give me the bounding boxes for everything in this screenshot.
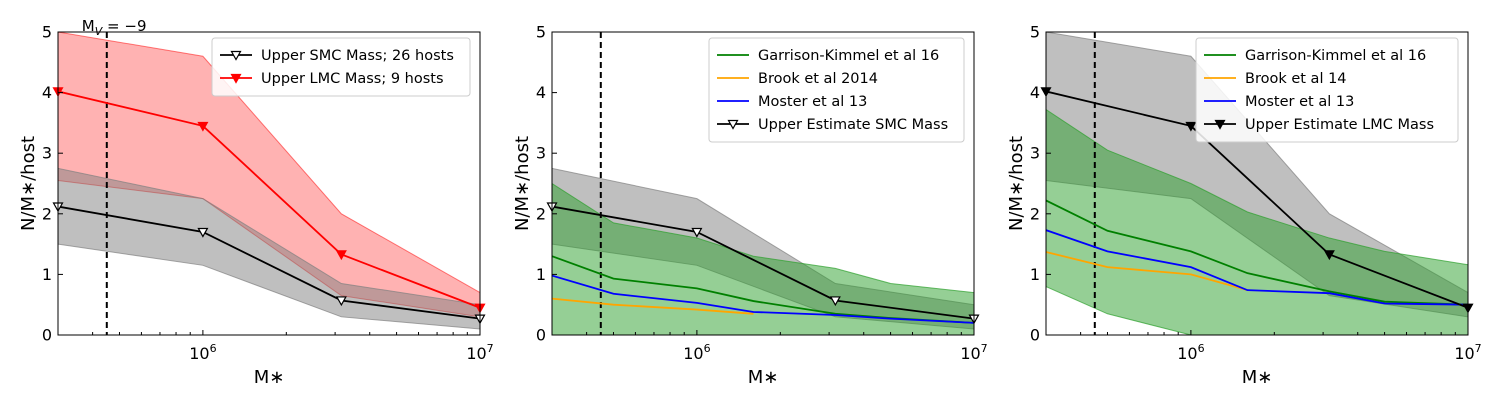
- series-line-2: [552, 297, 754, 315]
- data-point: [1323, 250, 1335, 261]
- y-tick-label: 0: [42, 326, 52, 345]
- data-point: [335, 250, 347, 261]
- y-tick-label: 4: [536, 83, 546, 102]
- legend-entry-1: Garrison-Kimmel et al 16: [717, 48, 939, 64]
- data-point: [197, 227, 209, 238]
- legend-box: [211, 37, 471, 97]
- x-tick-label: 107: [960, 342, 987, 363]
- legend-marker: [230, 50, 242, 61]
- data-point: [1185, 121, 1197, 132]
- series-line-4: [552, 205, 974, 320]
- data-point: [197, 121, 209, 132]
- series-line-4: [1046, 90, 1468, 309]
- y-tick-label: 4: [42, 83, 52, 102]
- legend-entry-2: Brook et al 14: [1204, 71, 1347, 87]
- legend-label: Upper Estimate SMC Mass: [758, 117, 948, 133]
- axes-frame: [1045, 31, 1469, 336]
- series-line-2: [58, 90, 480, 309]
- series-line-3: [1046, 229, 1468, 306]
- y-tick-label: 4: [1030, 83, 1040, 102]
- legend-marker: [230, 73, 242, 84]
- legend-label: Garrison-Kimmel et al 16: [758, 48, 939, 64]
- legend-label: Upper LMC Mass; 9 hosts: [261, 71, 444, 87]
- legend-label: Garrison-Kimmel et al 16: [1245, 48, 1426, 64]
- plot-area: [1046, 32, 1468, 335]
- x-tick-label: 106: [683, 342, 710, 363]
- legend-marker: [1214, 119, 1226, 130]
- y-tick-label: 3: [42, 144, 52, 163]
- chart-panel-1: 0 1 2 3 4 5 106 107 M∗ N/M∗/host MV = −9 Upper SMC …: [18, 17, 494, 388]
- legend-entry-1: Garrison-Kimmel et al 16: [1204, 48, 1426, 64]
- error-band-2: [58, 167, 480, 330]
- legend-entry-1: Upper SMC Mass; 26 hosts: [220, 48, 454, 64]
- y-tick-label: 3: [536, 144, 546, 163]
- legend-label: Upper SMC Mass; 26 hosts: [261, 48, 454, 64]
- y-tick-label: 1: [536, 265, 546, 284]
- x-axis-label: M∗: [748, 367, 779, 388]
- error-band-2: [1046, 108, 1468, 335]
- y-tick-label: 1: [42, 265, 52, 284]
- x-tick-label: 106: [189, 342, 216, 363]
- legend-entry-3: Moster et al 13: [1204, 94, 1354, 110]
- y-tick-label: 0: [536, 326, 546, 345]
- y-tick-label: 5: [1030, 23, 1040, 42]
- y-tick-label: 2: [536, 204, 546, 223]
- error-band-2: [552, 182, 974, 335]
- series-line-1: [1046, 199, 1468, 306]
- y-tick-label: 1: [1030, 265, 1040, 284]
- series-line-1: [58, 205, 480, 320]
- legend-entry-4: Upper Estimate SMC Mass: [717, 117, 948, 133]
- legend-entry-4: Upper Estimate LMC Mass: [1204, 117, 1434, 133]
- y-axis-label: N/M∗/host: [18, 136, 39, 231]
- y-tick-label: 5: [536, 23, 546, 42]
- legend-label: Moster et al 13: [758, 94, 867, 110]
- data-point: [829, 296, 841, 307]
- x-tick-label: 107: [1454, 342, 1481, 363]
- y-tick-label: 5: [42, 23, 52, 42]
- series-line-3: [552, 274, 974, 324]
- y-tick-label: 3: [1030, 144, 1040, 163]
- data-point: [691, 227, 703, 238]
- y-tick-label: 2: [1030, 204, 1040, 223]
- y-axis-label: N/M∗/host: [1006, 136, 1027, 231]
- legend: Garrison-Kimmel et al 16 Brook et al 14 Mo…: [1195, 37, 1459, 143]
- x-axis-label: M∗: [1242, 367, 1273, 388]
- legend: Garrison-Kimmel et al 16 Brook et al 2014…: [708, 37, 965, 143]
- legend-entry-2: Brook et al 2014: [717, 71, 878, 87]
- x-tick-label: 106: [1177, 342, 1204, 363]
- legend-entry-2: Upper LMC Mass; 9 hosts: [220, 71, 444, 87]
- legend-label: Upper Estimate LMC Mass: [1245, 117, 1434, 133]
- legend-entry-3: Moster et al 13: [717, 94, 867, 110]
- legend-marker: [727, 119, 739, 130]
- legend-label: Brook et al 2014: [758, 71, 878, 87]
- x-tick-label: 107: [466, 342, 493, 363]
- legend: Upper SMC Mass; 26 hosts Upper LMC Mass; …: [211, 37, 471, 97]
- magnitude-annotation: MV = −9: [82, 17, 147, 38]
- legend-box: [1195, 37, 1459, 143]
- chart-panel-2: 0 1 2 3 4 5 106 107 M∗ N/M∗/host Garrison-Kimmel e…: [512, 23, 988, 389]
- x-axis-label: M∗: [254, 367, 285, 388]
- axes-frame: [57, 31, 481, 336]
- legend-box: [708, 37, 965, 143]
- axes-frame: [551, 31, 975, 336]
- chart-panel-3: 0 1 2 3 4 5 106 107 M∗ N/M∗/host Garrison-Kimmel e…: [1006, 23, 1482, 389]
- y-tick-label: 0: [1030, 326, 1040, 345]
- legend-label: Brook et al 14: [1245, 71, 1347, 87]
- y-tick-label: 2: [42, 204, 52, 223]
- y-axis-label: N/M∗/host: [512, 136, 533, 231]
- plot-area: [58, 32, 480, 335]
- series-line-2: [1046, 251, 1248, 292]
- legend-label: Moster et al 13: [1245, 94, 1354, 110]
- data-point: [335, 296, 347, 307]
- plot-area: [552, 32, 974, 335]
